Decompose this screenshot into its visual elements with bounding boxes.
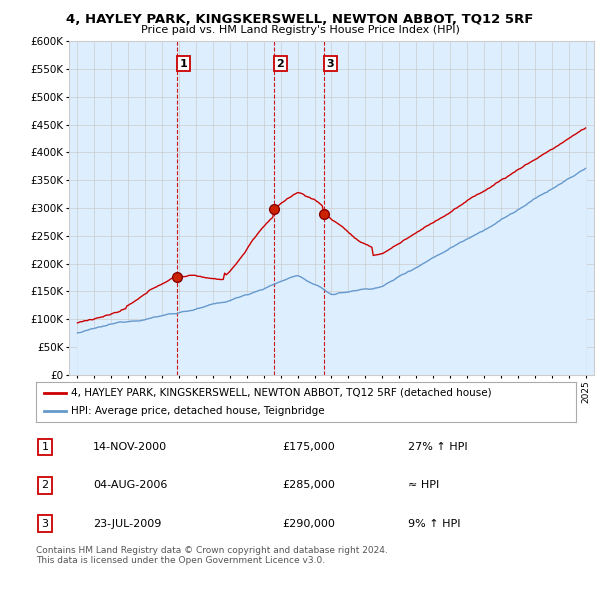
- Text: 2: 2: [276, 58, 284, 68]
- Text: Contains HM Land Registry data © Crown copyright and database right 2024.
This d: Contains HM Land Registry data © Crown c…: [36, 546, 388, 565]
- Text: 1: 1: [179, 58, 187, 68]
- Text: ≈ HPI: ≈ HPI: [408, 480, 439, 490]
- Text: £175,000: £175,000: [282, 442, 335, 452]
- Text: Price paid vs. HM Land Registry's House Price Index (HPI): Price paid vs. HM Land Registry's House …: [140, 25, 460, 35]
- Text: £290,000: £290,000: [282, 519, 335, 529]
- Text: 27% ↑ HPI: 27% ↑ HPI: [408, 442, 467, 452]
- Text: 2: 2: [41, 480, 49, 490]
- Text: 04-AUG-2006: 04-AUG-2006: [93, 480, 167, 490]
- Text: 23-JUL-2009: 23-JUL-2009: [93, 519, 161, 529]
- Text: HPI: Average price, detached house, Teignbridge: HPI: Average price, detached house, Teig…: [71, 406, 325, 416]
- Text: 14-NOV-2000: 14-NOV-2000: [93, 442, 167, 452]
- Text: 3: 3: [326, 58, 334, 68]
- Text: 4, HAYLEY PARK, KINGSKERSWELL, NEWTON ABBOT, TQ12 5RF: 4, HAYLEY PARK, KINGSKERSWELL, NEWTON AB…: [67, 13, 533, 26]
- Text: 3: 3: [41, 519, 49, 529]
- Text: £285,000: £285,000: [282, 480, 335, 490]
- Text: 1: 1: [41, 442, 49, 452]
- Text: 4, HAYLEY PARK, KINGSKERSWELL, NEWTON ABBOT, TQ12 5RF (detached house): 4, HAYLEY PARK, KINGSKERSWELL, NEWTON AB…: [71, 388, 492, 398]
- Text: 9% ↑ HPI: 9% ↑ HPI: [408, 519, 461, 529]
